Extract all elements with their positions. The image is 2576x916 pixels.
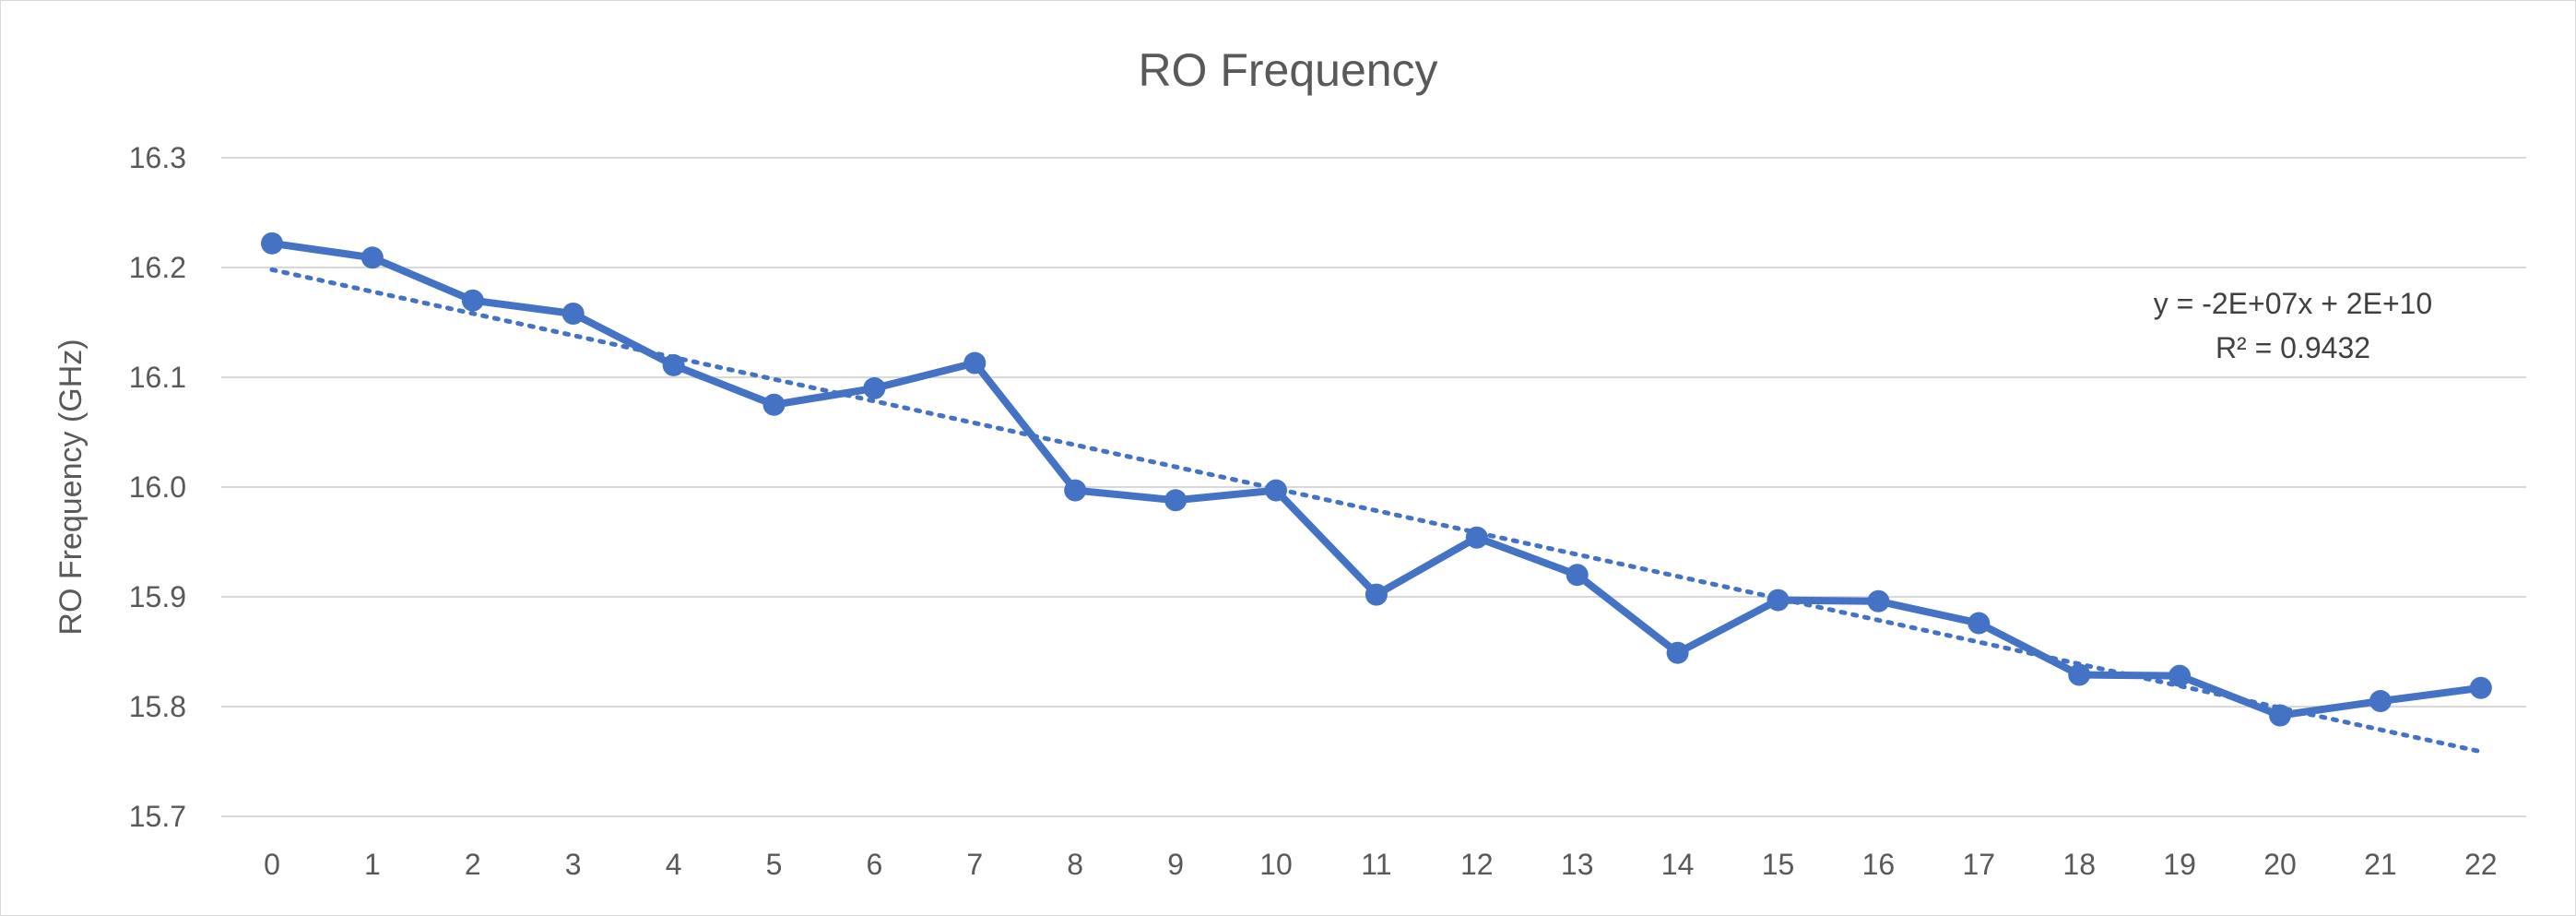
chart-title: RO Frequency — [1138, 44, 1437, 96]
data-point — [1566, 564, 1589, 587]
gridlines — [221, 157, 2526, 817]
y-tick-label: 15.7 — [129, 800, 186, 833]
x-tick-label: 4 — [666, 848, 682, 881]
y-tick-label: 16.2 — [129, 251, 186, 284]
y-tick-label: 15.9 — [129, 580, 186, 613]
data-point — [1265, 479, 1287, 502]
x-tick-label: 9 — [1167, 848, 1184, 881]
x-tick-label: 18 — [2062, 848, 2096, 881]
x-tick-label: 5 — [766, 848, 783, 881]
y-tick-label: 16.3 — [129, 141, 186, 174]
data-point — [1164, 489, 1188, 512]
series-line — [268, 239, 2485, 720]
x-tick-label: 14 — [1661, 848, 1695, 881]
x-tick-label: 10 — [1259, 848, 1293, 881]
trendline-r-squared: R² = 0.9432 — [2216, 331, 2370, 364]
series-markers — [261, 232, 2492, 727]
y-tick-label: 16.1 — [129, 361, 186, 394]
data-point — [2068, 663, 2091, 686]
x-tick-label: 11 — [1361, 848, 1391, 881]
x-tick-label: 15 — [1762, 848, 1795, 881]
data-point — [461, 289, 484, 312]
x-tick-label: 2 — [465, 848, 481, 881]
data-point — [2369, 690, 2392, 713]
data-point — [261, 232, 283, 255]
x-tick-label: 0 — [264, 848, 280, 881]
data-point — [1365, 583, 1388, 606]
trendline — [269, 267, 2484, 755]
x-tick-label: 3 — [565, 848, 582, 881]
data-point — [1465, 526, 1488, 549]
y-tick-label: 15.8 — [129, 690, 186, 723]
x-tick-label: 13 — [1561, 848, 1594, 881]
x-tick-label: 7 — [966, 848, 983, 881]
data-point — [863, 376, 886, 399]
data-point — [1767, 589, 1790, 612]
data-point — [561, 302, 585, 325]
data-point — [1064, 479, 1087, 502]
data-point — [1967, 612, 1991, 635]
x-tick-label: 19 — [2163, 848, 2196, 881]
x-tick-label: 16 — [1862, 848, 1896, 881]
series-polyline — [268, 239, 2485, 720]
data-point — [2168, 664, 2192, 687]
trendline-equation: y = -2E+07x + 2E+10 — [2154, 287, 2432, 320]
y-axis-title: RO Frequency (GHz) — [53, 339, 89, 635]
x-tick-label: 6 — [867, 848, 883, 881]
x-tick-label: 8 — [1067, 848, 1083, 881]
data-point — [360, 246, 384, 269]
y-axis-tick-labels: 15.7 15.8 15.9 16.0 16.1 16.2 16.3 — [129, 141, 186, 833]
x-tick-label: 20 — [2263, 848, 2297, 881]
data-point — [2269, 704, 2291, 727]
x-tick-label: 1 — [364, 848, 381, 881]
data-point — [2469, 676, 2492, 699]
x-tick-label: 22 — [2464, 848, 2498, 881]
data-point — [1867, 589, 1890, 613]
data-point — [662, 353, 685, 376]
data-point — [1666, 641, 1689, 664]
x-tick-label: 21 — [2364, 848, 2397, 881]
data-point — [963, 351, 987, 375]
trendline-path — [269, 267, 2484, 755]
y-tick-label: 16.0 — [129, 470, 186, 504]
data-point — [762, 393, 786, 416]
x-axis-tick-labels: 0 1 2 3 4 5 6 7 8 9 10 11 12 13 14 15 16 17 18 19 20 21 22 — [264, 848, 2497, 881]
x-tick-label: 12 — [1460, 848, 1494, 881]
x-tick-label: 17 — [1963, 848, 1996, 881]
